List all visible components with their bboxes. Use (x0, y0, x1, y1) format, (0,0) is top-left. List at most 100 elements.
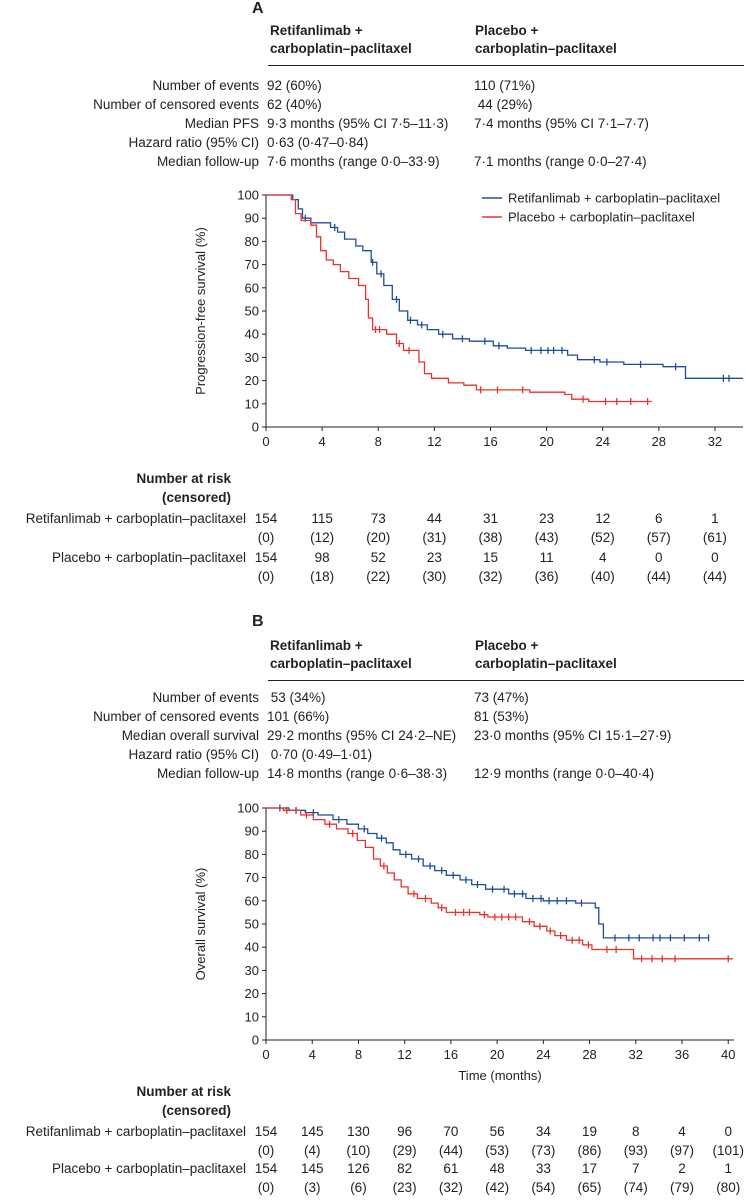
risk-count: 4 (598, 550, 607, 565)
panel-b-risk-row-label-arm1: Retifanlimab + carboplatin–paclitaxel (25, 1124, 246, 1139)
panel-b-arm2-header-line1: Placebo + (475, 638, 539, 653)
x-tick-label: 28 (652, 434, 666, 449)
stat-arm1-value: 0·70 (0·49–1·01) (267, 747, 373, 762)
stat-arm1-value: 62 (40%) (267, 97, 322, 112)
panel-b-arm2-header-line2: carboplatin–paclitaxel (475, 656, 617, 671)
risk-count: 154 (254, 550, 278, 565)
y-tick-label: 50 (245, 917, 259, 932)
risk-count: 1 (711, 511, 719, 526)
stat-arm2-value: 44 (29%) (474, 97, 533, 112)
y-tick-label: 40 (245, 327, 259, 342)
risk-count: 154 (254, 511, 278, 526)
stat-label: Number of events (152, 78, 259, 93)
y-axis-label: Overall survival (%) (193, 868, 208, 981)
panel-a-letter: A (252, 0, 264, 17)
risk-count: 34 (535, 1124, 551, 1139)
censored-count: (80) (716, 1180, 741, 1195)
panel-b-risk-title-2: (censored) (161, 1103, 231, 1118)
risk-count: 145 (300, 1161, 324, 1176)
risk-count: 154 (254, 1161, 278, 1176)
stat-arm1-value: 101 (66%) (267, 709, 330, 724)
y-axis-label: Progression-free survival (%) (193, 227, 208, 395)
stat-arm2-value: 23·0 months (95% CI 15·1–27·9) (474, 728, 672, 743)
y-tick-label: 90 (245, 211, 259, 226)
risk-count: 23 (539, 511, 555, 526)
x-tick-label: 40 (721, 1047, 735, 1062)
risk-count: 154 (254, 1124, 278, 1139)
risk-count: 130 (347, 1124, 370, 1139)
x-tick-label: 32 (629, 1047, 643, 1062)
risk-count: 61 (443, 1161, 459, 1176)
legend-label-arm1: Retifanlimab + carboplatin–paclitaxel (508, 191, 720, 206)
stat-label: Median overall survival (121, 728, 259, 743)
censored-count: (61) (702, 530, 727, 545)
censored-count: (52) (590, 530, 615, 545)
censored-count: (73) (531, 1143, 556, 1158)
x-tick-label: 32 (708, 434, 722, 449)
y-tick-label: 60 (245, 893, 259, 908)
x-tick-label: 24 (595, 434, 609, 449)
panel-a-risk-row-label-arm2: Placebo + carboplatin–paclitaxel (51, 550, 246, 565)
censored-count: (20) (366, 530, 391, 545)
panel-a-header-rule (268, 65, 744, 66)
censored-count: (10) (346, 1143, 371, 1158)
risk-count: 31 (482, 511, 498, 526)
y-tick-label: 30 (245, 963, 259, 978)
censored-count: (0) (257, 569, 275, 584)
stat-label: Number of censored events (93, 97, 259, 112)
panel-b-letter: B (252, 613, 264, 630)
x-tick-label: 4 (319, 434, 326, 449)
censored-count: (18) (310, 569, 335, 584)
risk-count: 19 (582, 1124, 598, 1139)
censored-count: (6) (350, 1180, 367, 1195)
risk-count: 98 (314, 550, 330, 565)
censored-count: (65) (577, 1180, 602, 1195)
panel-a-arm2-header-line2: carboplatin–paclitaxel (475, 41, 617, 56)
stat-arm1-value: 53 (34%) (267, 690, 326, 705)
stat-label: Median PFS (184, 116, 259, 131)
y-tick-label: 0 (252, 1033, 259, 1048)
x-tick-label: 8 (355, 1047, 362, 1062)
y-tick-label: 90 (245, 824, 259, 839)
risk-count: 73 (370, 511, 386, 526)
censored-count: (0) (257, 1180, 275, 1195)
stat-arm1-value: 14·8 months (range 0·6–38·3) (267, 766, 448, 781)
x-tick-label: 24 (536, 1047, 550, 1062)
risk-count: 7 (632, 1161, 640, 1176)
y-tick-label: 0 (252, 420, 259, 435)
risk-count: 23 (426, 550, 442, 565)
stat-arm1-value: 9·3 months (95% CI 7·5–11·3) (267, 116, 449, 131)
risk-count: 1 (724, 1161, 732, 1176)
stat-arm1-value: 29·2 months (95% CI 24·2–NE) (267, 728, 457, 743)
risk-count: 8 (632, 1124, 640, 1139)
risk-count: 52 (370, 550, 386, 565)
censored-count: (38) (478, 530, 503, 545)
y-tick-label: 10 (245, 396, 259, 411)
censored-count: (44) (438, 1143, 463, 1158)
x-tick-label: 0 (262, 434, 269, 449)
censored-count: (44) (702, 569, 727, 584)
censored-count: (32) (438, 1180, 463, 1195)
censored-count: (29) (392, 1143, 417, 1158)
stat-label: Median follow-up (156, 154, 259, 169)
censored-count: (0) (257, 1143, 275, 1158)
x-tick-label: 4 (309, 1047, 316, 1062)
stat-label: Number of events (152, 690, 259, 705)
km-curve-arm2 (266, 807, 733, 960)
risk-count: 6 (655, 511, 663, 526)
panel-a-arm1-header-line2: carboplatin–paclitaxel (270, 41, 412, 56)
censored-count: (79) (669, 1180, 694, 1195)
panel-a-risk-row-label-arm1: Retifanlimab + carboplatin–paclitaxel (25, 511, 246, 526)
x-tick-label: 20 (490, 1047, 504, 1062)
stat-label: Hazard ratio (95% CI) (128, 135, 259, 150)
y-tick-label: 80 (245, 847, 259, 862)
legend-label-arm2: Placebo + carboplatin–paclitaxel (508, 210, 695, 225)
km-curve-arm2 (266, 194, 652, 403)
censored-count: (43) (534, 530, 559, 545)
x-tick-label: 12 (427, 434, 441, 449)
stat-label: Hazard ratio (95% CI) (128, 747, 259, 762)
y-tick-label: 80 (245, 234, 259, 249)
y-tick-label: 100 (237, 801, 259, 816)
